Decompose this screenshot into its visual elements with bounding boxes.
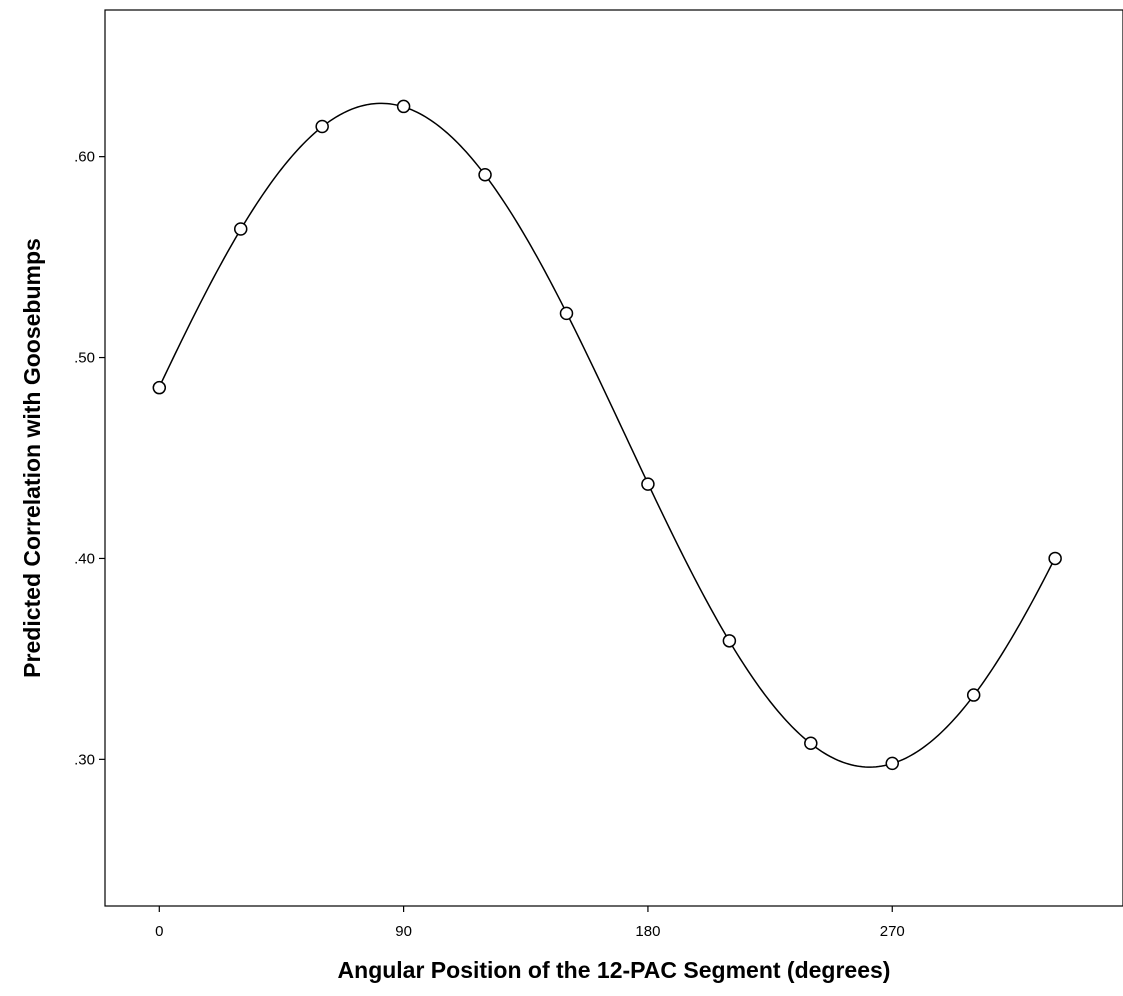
y-tick-label: .40 [74, 550, 95, 567]
data-point [1048, 551, 1062, 566]
data-point [641, 477, 655, 491]
y-axis-ticks: .30 .40 .50 .60 [74, 149, 105, 768]
plot-area [104, 9, 1123, 907]
x-tick-label: 0 [155, 923, 163, 940]
data-point [152, 380, 167, 395]
y-tick-label: .50 [74, 350, 95, 367]
data-point [966, 688, 981, 702]
x-axis-ticks: 0 90 180 270 [155, 906, 905, 940]
data-point [315, 119, 329, 134]
data-point [478, 167, 492, 182]
x-tick-label: 270 [880, 923, 905, 940]
x-tick-label: 90 [395, 923, 412, 940]
y-axis-title: Predicted Correlation with Goosebumps [19, 238, 45, 678]
data-point [722, 634, 737, 648]
data-point [233, 222, 248, 236]
data-point [396, 99, 411, 114]
y-tick-label: .60 [74, 149, 95, 166]
x-tick-label: 180 [635, 923, 660, 940]
x-axis-title: Angular Position of the 12-PAC Segment (… [338, 957, 891, 983]
data-point [804, 736, 818, 751]
data-points [152, 99, 1062, 771]
y-tick-label: .30 [74, 751, 95, 768]
data-point [885, 756, 900, 771]
data-point [559, 306, 574, 321]
fit-curve [158, 102, 1056, 768]
